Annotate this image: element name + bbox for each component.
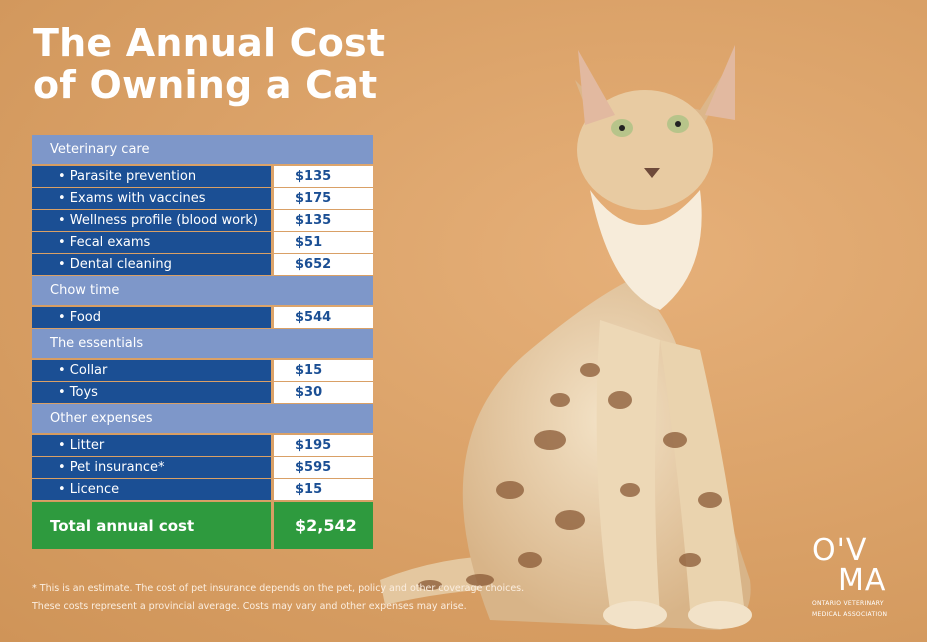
- footnote-estimate: * This is an estimate. The cost of pet i…: [32, 583, 525, 594]
- total-label: Total annual cost: [32, 502, 271, 549]
- total-row: Total annual cost $2,542: [32, 502, 373, 549]
- item-cost: $15: [274, 479, 373, 501]
- table-row: • Pet insurance* $595: [32, 457, 373, 479]
- table-row: • Litter $195: [32, 435, 373, 457]
- section-heading-other-expenses: Other expenses: [32, 404, 373, 433]
- table-row: • Parasite prevention $135: [32, 166, 373, 188]
- section-heading-essentials: The essentials: [32, 329, 373, 358]
- table-row: • Wellness profile (blood work) $135: [32, 210, 373, 232]
- item-label: • Collar: [32, 360, 271, 382]
- item-label: • Exams with vaccines: [32, 188, 271, 210]
- item-cost: $652: [274, 254, 373, 276]
- item-cost: $175: [274, 188, 373, 210]
- logo-mark-top: O'V: [812, 533, 868, 568]
- item-label: • Toys: [32, 382, 271, 404]
- item-label: • Food: [32, 307, 271, 329]
- table-row: • Exams with vaccines $175: [32, 188, 373, 210]
- item-cost: $135: [274, 210, 373, 232]
- item-cost: $544: [274, 307, 373, 329]
- table-row: • Licence $15: [32, 479, 373, 501]
- section-heading-veterinary-care: Veterinary care: [32, 135, 373, 164]
- logo-mark-bottom: MA: [838, 563, 887, 598]
- table-row: • Fecal exams $51: [32, 232, 373, 254]
- table-row: • Collar $15: [32, 360, 373, 382]
- logo-org-line-2: MEDICAL ASSOCIATION: [812, 611, 888, 618]
- item-label: • Litter: [32, 435, 271, 457]
- title-line-1: The Annual Cost: [33, 21, 386, 65]
- page-title: The Annual Cost of Owning a Cat: [33, 22, 385, 106]
- item-label: • Wellness profile (blood work): [32, 210, 271, 232]
- item-label: • Fecal exams: [32, 232, 271, 254]
- table-row: • Dental cleaning $652: [32, 254, 373, 276]
- item-cost: $135: [274, 166, 373, 188]
- item-cost: $595: [274, 457, 373, 479]
- footnote-average: These costs represent a provincial avera…: [32, 601, 467, 612]
- item-cost: $15: [274, 360, 373, 382]
- item-cost: $195: [274, 435, 373, 457]
- ovma-logo: O'V MA ONTARIO VETERINARY MEDICAL ASSOCI…: [812, 533, 912, 619]
- section-heading-chow-time: Chow time: [32, 276, 373, 305]
- item-cost: $30: [274, 382, 373, 404]
- item-label: • Licence: [32, 479, 271, 501]
- cost-table: Veterinary care • Parasite prevention $13…: [32, 135, 373, 549]
- item-cost: $51: [274, 232, 373, 254]
- table-row: • Food $544: [32, 307, 373, 329]
- item-label: • Pet insurance*: [32, 457, 271, 479]
- cat-photo: [380, 45, 752, 630]
- title-line-2: of Owning a Cat: [33, 63, 378, 107]
- total-value: $2,542: [274, 502, 373, 549]
- table-row: • Toys $30: [32, 382, 373, 404]
- item-label: • Dental cleaning: [32, 254, 271, 276]
- item-label: • Parasite prevention: [32, 166, 271, 188]
- logo-org-line-1: ONTARIO VETERINARY: [812, 600, 884, 607]
